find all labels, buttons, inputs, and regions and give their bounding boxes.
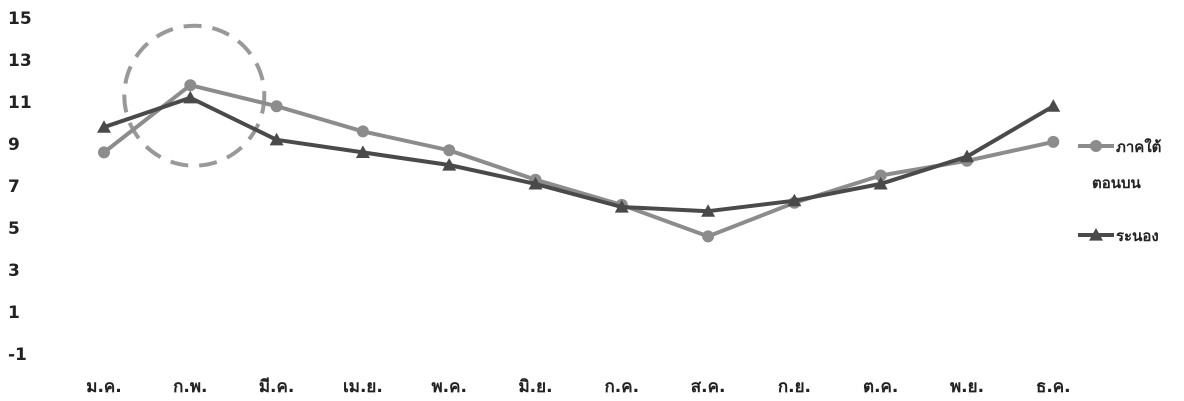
- y-axis: 15 13 11 9 7 5 3 1 -1: [8, 9, 32, 365]
- x-tick-label: ธ.ค.: [1036, 377, 1071, 397]
- y-tick-label: 15: [8, 9, 32, 29]
- legend-label: ระนอง: [1116, 227, 1159, 245]
- legend-marker: [1090, 140, 1102, 152]
- x-axis: ม.ค. ก.พ. มี.ค. เม.ย. พ.ค. มิ.ย. ก.ค. ส.ค. ก.ย. ต…: [86, 376, 1070, 397]
- y-tick-label: 7: [8, 177, 20, 197]
- series-line: [102, 83, 1056, 239]
- data-point: [270, 100, 283, 113]
- legend-marker: [1089, 228, 1103, 241]
- x-tick-label: ม.ค.: [86, 377, 122, 397]
- series-1: [98, 79, 1060, 243]
- annotations: [122, 23, 267, 168]
- data-point: [528, 176, 543, 190]
- data-point: [614, 200, 629, 213]
- data-point: [98, 146, 110, 159]
- series-layer: [97, 79, 1061, 243]
- series-line: [102, 95, 1056, 214]
- y-tick-label: -1: [8, 345, 27, 365]
- y-tick-label: 5: [8, 219, 20, 239]
- x-tick-label: ก.ค.: [605, 377, 640, 397]
- data-point: [183, 90, 198, 104]
- data-point: [873, 176, 888, 190]
- y-tick-label: 13: [8, 51, 32, 71]
- legend-label: ตอนบน: [1092, 174, 1142, 192]
- data-point: [97, 120, 111, 133]
- series-2: [97, 90, 1061, 217]
- x-tick-label: เม.ย.: [343, 377, 383, 397]
- data-point: [443, 144, 456, 157]
- data-point: [356, 125, 369, 138]
- data-point: [874, 169, 887, 182]
- y-tick-label: 3: [8, 261, 20, 281]
- data-point: [355, 145, 370, 158]
- data-point: [702, 230, 715, 243]
- data-point: [787, 193, 802, 207]
- data-point: [442, 158, 457, 171]
- legend-label: ภาคใต้: [1116, 138, 1161, 156]
- x-tick-label: พ.ย.: [950, 377, 984, 397]
- highlight-dashed-circle: [122, 23, 267, 168]
- x-tick-label: มิ.ย.: [518, 377, 552, 397]
- x-tick-label: ส.ค.: [691, 377, 726, 397]
- x-tick-label: มี.ค.: [259, 376, 295, 397]
- x-tick-label: ต.ค.: [863, 377, 898, 397]
- legend-item: ภาคใต้ตอนบน: [1078, 138, 1161, 192]
- y-tick-label: 11: [8, 93, 32, 113]
- data-point: [184, 79, 197, 92]
- x-tick-label: ก.ย.: [778, 377, 811, 397]
- y-tick-label: 1: [8, 303, 20, 323]
- data-point: [701, 204, 716, 217]
- legend-item: ระนอง: [1078, 227, 1159, 245]
- data-point: [269, 132, 284, 146]
- y-tick-label: 9: [8, 135, 20, 155]
- x-tick-label: พ.ค.: [431, 377, 467, 397]
- data-point: [960, 149, 974, 163]
- x-tick-label: ก.พ.: [173, 377, 207, 397]
- data-point: [1047, 135, 1060, 148]
- data-point: [1046, 99, 1061, 112]
